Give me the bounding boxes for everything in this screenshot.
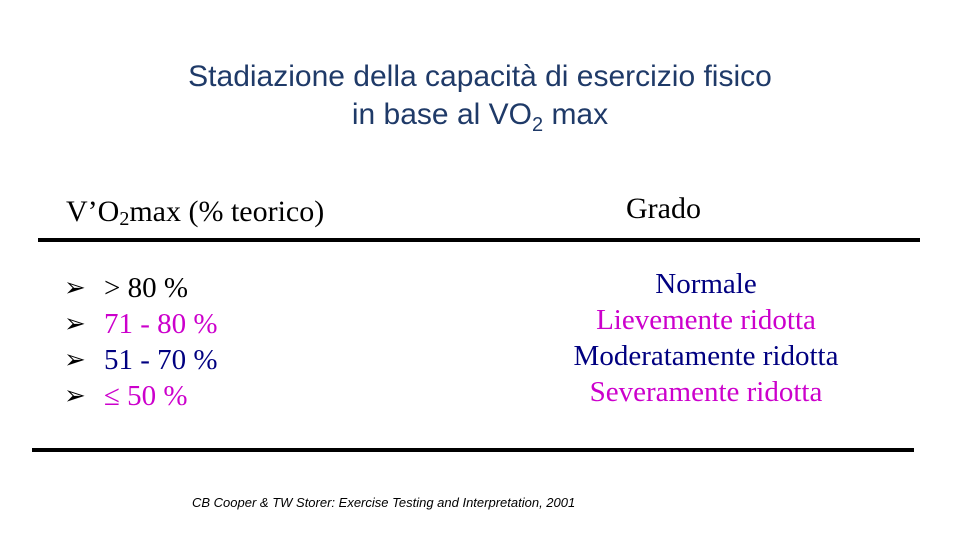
citation: CB Cooper & TW Storer: Exercise Testing … [192, 495, 576, 510]
table-bottom-divider [32, 448, 914, 452]
range-row: ➢ 71 - 80 % [64, 306, 218, 342]
slide-title: Stadiazione della capacità di esercizio … [0, 58, 960, 135]
title-subscript: 2 [531, 114, 544, 136]
grade-value: Normale [655, 268, 757, 300]
grade-value: Moderatamente ridotta [573, 340, 839, 372]
grade-value: Lievemente ridotta [596, 304, 816, 336]
range-value: ≤ 50 % [104, 379, 188, 412]
column-header-vo2max: V’O2max (% teorico) [66, 195, 324, 229]
range-row: ➢ ≤ 50 % [64, 378, 218, 414]
title-line-2: in base al VO2 max [351, 98, 609, 135]
range-value: > 80 % [104, 271, 189, 304]
arrow-bullet-icon: ➢ [64, 345, 86, 375]
column-header-prefix: V’O [66, 195, 120, 228]
column-header-suffix: max (% teorico) [129, 195, 325, 228]
range-list: ➢ > 80 % ➢ 71 - 80 % ➢ 51 - 70 % ➢ ≤ 50 … [64, 270, 218, 414]
range-row: ➢ 51 - 70 % [64, 342, 218, 378]
range-value: 51 - 70 % [104, 343, 218, 376]
title-line-2-suffix: max [543, 98, 609, 131]
arrow-bullet-icon: ➢ [64, 309, 86, 339]
range-value: 71 - 80 % [104, 307, 218, 340]
column-header-subscript: 2 [119, 208, 130, 230]
grade-value: Severamente ridotta [589, 376, 823, 408]
title-line-1: Stadiazione della capacità di esercizio … [188, 60, 772, 93]
arrow-bullet-icon: ➢ [64, 273, 86, 303]
title-line-2-prefix: in base al VO [351, 98, 532, 131]
range-row: ➢ > 80 % [64, 270, 218, 306]
header-divider [38, 238, 920, 242]
column-header-grado: Grado [626, 192, 701, 225]
grade-list: Normale Lievemente ridotta Moderatamente… [500, 266, 912, 410]
arrow-bullet-icon: ➢ [64, 381, 86, 411]
